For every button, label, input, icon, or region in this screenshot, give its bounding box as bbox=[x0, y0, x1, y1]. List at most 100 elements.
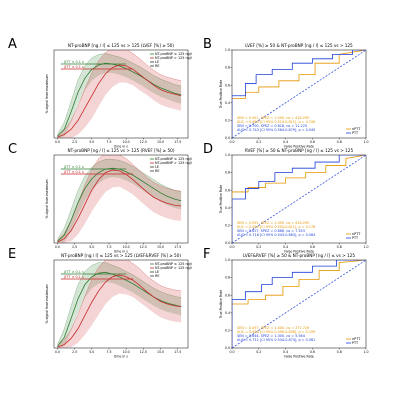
legend-entry: RE bbox=[155, 64, 160, 68]
x-tick-label: 0.8 bbox=[337, 245, 342, 249]
plot-frame bbox=[53, 259, 189, 349]
y-tick-label: 0.4 bbox=[225, 206, 230, 210]
x-tick-label: 7.5 bbox=[106, 245, 111, 249]
panel-label: F bbox=[203, 247, 210, 262]
band-upper-edge bbox=[57, 50, 182, 136]
y-tick-label: 0.0 bbox=[225, 136, 230, 140]
y-tick-label: 0.0 bbox=[225, 346, 230, 350]
y-tick-label: 0.6 bbox=[225, 83, 230, 87]
panel-label: C bbox=[8, 142, 17, 157]
x-tick-label: 2.5 bbox=[72, 140, 77, 144]
x-tick-label: 0.0 bbox=[55, 140, 60, 144]
chance-diagonal bbox=[232, 260, 366, 348]
confidence-band-low bbox=[57, 262, 182, 348]
plot-area bbox=[232, 260, 366, 348]
roc-stat-line: SEN = 0.644, SPEZ = 1.000, co = 5.564 bbox=[237, 334, 305, 338]
y-tick-label: 1.0 bbox=[225, 258, 230, 262]
plot-area bbox=[57, 260, 182, 348]
x-tick-label: 0.2 bbox=[256, 245, 261, 249]
panel-title: NT-proBNP [ng / l] ≤ 125 vs > 125 (LVEF … bbox=[68, 43, 174, 48]
roc-stat-line: SEN = 0.700, SPEZ = 0.818, co = 11.225 bbox=[237, 124, 307, 128]
y-tick-label: 1.0 bbox=[225, 153, 230, 157]
legend-entry: RE bbox=[155, 169, 160, 173]
x-tick-label: 0.0 bbox=[55, 245, 60, 249]
y-tick-label: 0.8 bbox=[225, 66, 230, 70]
legend-entry: PTT bbox=[352, 341, 359, 345]
x-tick-label: 15.0 bbox=[157, 245, 164, 249]
x-tick-label: 0.0 bbox=[229, 350, 234, 354]
x-tick-label: 2.5 bbox=[72, 350, 77, 354]
band-upper-edge bbox=[57, 260, 182, 346]
plot-area bbox=[232, 50, 366, 138]
y-tick-label: 0.2 bbox=[225, 329, 230, 333]
panel-title: LVEF&RVEF [%] ≥ 50 & NT-proBNP [ng / l] … bbox=[243, 253, 355, 258]
y-tick-label: 1.0 bbox=[225, 48, 230, 52]
y-tick-label: 0.4 bbox=[225, 311, 230, 315]
panel-label: B bbox=[203, 37, 212, 52]
panel-c: C NT-proBNP [ng / l] ≤ 125 vs > 125 (RVEF… bbox=[8, 142, 192, 254]
x-tick-label: 0.8 bbox=[337, 140, 342, 144]
roc-curve-nptt bbox=[232, 155, 366, 243]
x-tick-label: 0.0 bbox=[55, 350, 60, 354]
x-tick-label: 10.0 bbox=[123, 140, 130, 144]
y-tick-label: 0.2 bbox=[225, 119, 230, 123]
ptt-annotation-low: βTT ± 0.1 s bbox=[64, 270, 84, 274]
band-upper-edge bbox=[57, 262, 182, 345]
x-tick-label: 0.4 bbox=[283, 245, 288, 249]
y-axis-label: % signal from maximum bbox=[45, 285, 49, 324]
ptt-annotation-high: βTT ± 0.1 s bbox=[64, 275, 84, 279]
legend-entry: NT-proBNP > 125 ng/l bbox=[155, 161, 192, 165]
panel-label: E bbox=[8, 247, 16, 262]
x-axis-label: False Positive Rate bbox=[284, 355, 314, 359]
x-tick-label: 15.0 bbox=[157, 140, 164, 144]
y-tick-label: 0.6 bbox=[225, 188, 230, 192]
roc-curve-nptt bbox=[232, 50, 366, 138]
chance-diagonal bbox=[232, 50, 366, 138]
plot-frame bbox=[53, 49, 189, 139]
series-line-high bbox=[57, 64, 182, 138]
band-upper-edge bbox=[57, 53, 182, 135]
x-tick-label: 10.0 bbox=[123, 350, 130, 354]
legend-entry: LE bbox=[155, 60, 159, 64]
panel-d: D RVEF [%] ≥ 50 & NT-proBNP [ng / l] ≤ 12… bbox=[203, 142, 369, 254]
x-tick-label: 5.0 bbox=[89, 140, 94, 144]
x-axis-label: False Positive Rate bbox=[284, 145, 314, 149]
legend-entry: PTT bbox=[352, 236, 359, 240]
y-axis-label: % signal from maximum bbox=[45, 180, 49, 219]
roc-stat-line: AUC = 0.716 [CI 95% 0.543-0.863], p = 0.… bbox=[237, 233, 315, 237]
x-tick-label: 0.0 bbox=[229, 245, 234, 249]
x-tick-label: 0.2 bbox=[256, 350, 261, 354]
x-tick-label: 1.0 bbox=[363, 350, 368, 354]
x-tick-label: 0.6 bbox=[310, 245, 315, 249]
x-tick-label: 0.8 bbox=[337, 350, 342, 354]
legend-entry: NT-proBNP > 125 ng/l bbox=[155, 266, 192, 270]
roc-stat-line: AUC = 0.659 [CI 95% 0.500-0.811], p = 0.… bbox=[237, 225, 315, 229]
y-tick-label: 0.0 bbox=[225, 241, 230, 245]
x-tick-label: 7.5 bbox=[106, 350, 111, 354]
y-tick-label: 0.8 bbox=[225, 171, 230, 175]
x-tick-label: 2.5 bbox=[72, 245, 77, 249]
roc-stat-line: AUC = 0.669 [CI 95% 0.519-0.811], p = 0.… bbox=[237, 120, 315, 124]
roc-curve-ptt bbox=[232, 50, 366, 138]
x-tick-label: 17.5 bbox=[174, 245, 181, 249]
legend-entry: PTT bbox=[352, 131, 359, 135]
roc-stat-line: SEN = 0.451, SPEZ = 1.000, co = 416.295 bbox=[237, 116, 309, 120]
ptt-annotation-high: βTT ± 0.1 s bbox=[64, 65, 84, 69]
legend-entry: nPTT bbox=[352, 127, 361, 131]
y-tick-label: 0.4 bbox=[225, 101, 230, 105]
panel-title: LVEF [%] ≥ 50 & NT-proBNP [ng / l] ≤ 125… bbox=[245, 43, 353, 48]
roc-curve-nptt bbox=[232, 260, 366, 348]
roc-stat-line: AUC = 0.711 [CI 95% 0.534-0.874], p = 0.… bbox=[237, 338, 315, 342]
chance-diagonal bbox=[232, 155, 366, 243]
roc-curve-ptt bbox=[232, 155, 366, 243]
ptt-annotation-low: βTT ± 0.1 s bbox=[64, 60, 84, 64]
legend-entry: LE bbox=[155, 270, 159, 274]
x-tick-label: 0.4 bbox=[283, 140, 288, 144]
panel-a: A NT-proBNP [ng / l] ≤ 125 vs > 125 (LVEF… bbox=[8, 37, 192, 149]
x-tick-label: 15.0 bbox=[157, 350, 164, 354]
roc-stat-line: SEN = 0.627, SPEZ = 0.886, co = 7.353 bbox=[237, 229, 305, 233]
y-tick-label: 0.6 bbox=[225, 293, 230, 297]
x-tick-label: 0.6 bbox=[310, 140, 315, 144]
legend-entry: nPTT bbox=[352, 337, 361, 341]
panel-title: NT-proBNP [ng / l] ≤ 125 vs > 125 (RVEF … bbox=[68, 148, 175, 153]
